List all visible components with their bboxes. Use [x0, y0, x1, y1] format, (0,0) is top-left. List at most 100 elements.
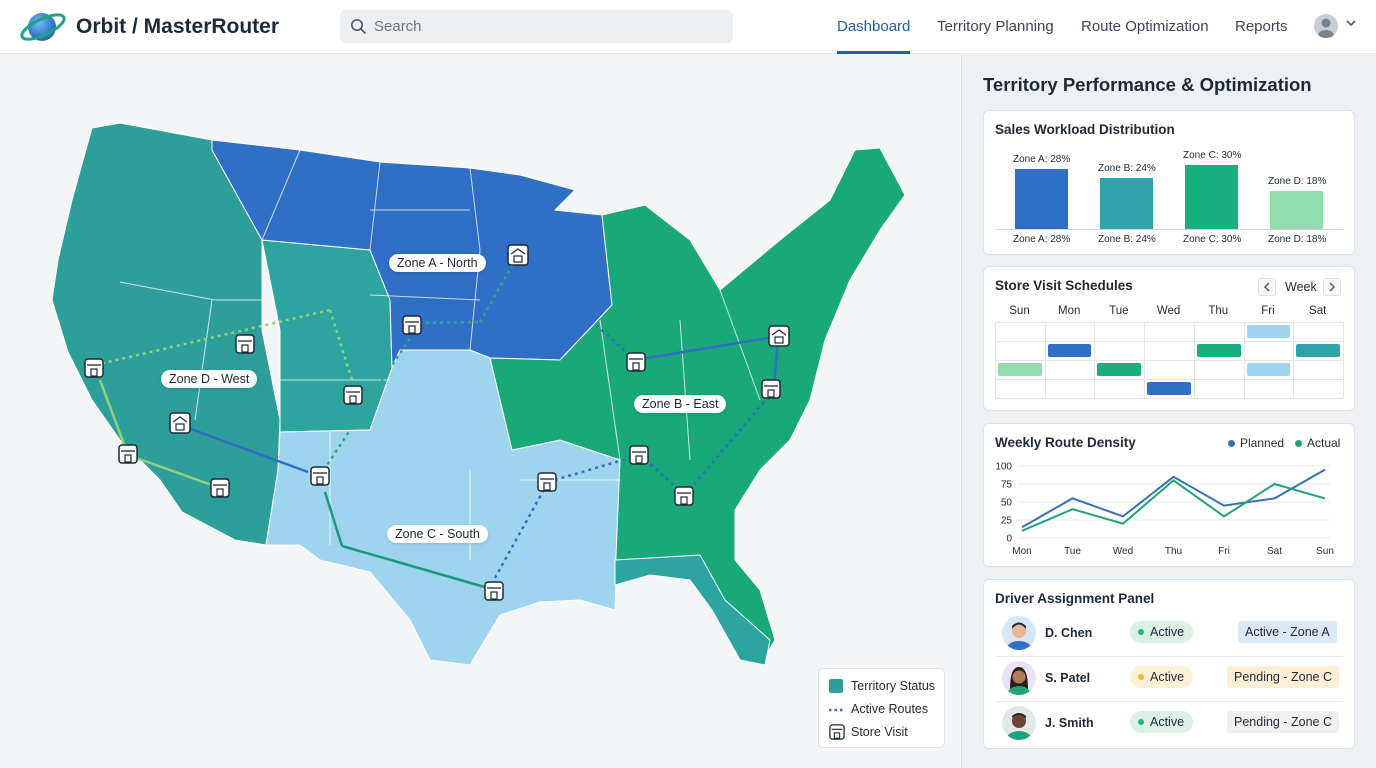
- schedule-day-header: Thu: [1208, 305, 1229, 317]
- schedule-day-header: Sat: [1309, 305, 1327, 317]
- status-dot-icon: [1138, 674, 1144, 680]
- grid-line: [1343, 322, 1344, 398]
- driver-avatar: [1002, 616, 1036, 650]
- x-tick-label: Thu: [1165, 546, 1182, 557]
- nav-territory-planning[interactable]: Territory Planning: [937, 18, 1054, 35]
- workload-chart: Zone A: 28% Zone A: 28% Zone B: 24% Zone B:…: [984, 111, 1354, 254]
- dotted-route-icon: [829, 708, 845, 712]
- us-map-svg[interactable]: [0, 55, 960, 768]
- warehouse-icon: [507, 244, 529, 266]
- store-icon: [829, 724, 845, 740]
- schedule-day-header: Sun: [1009, 305, 1030, 317]
- grid-line: [995, 322, 996, 398]
- territory-swatch-icon: [829, 679, 843, 693]
- driver-name: S. Patel: [1045, 671, 1091, 685]
- driver-title: Driver Assignment Panel: [995, 591, 1155, 606]
- store-icon: [761, 379, 781, 399]
- x-tick-label: Sun: [1316, 546, 1334, 557]
- workload-bar[interactable]: [1015, 169, 1068, 229]
- grid-line: [995, 360, 1343, 361]
- state-borders: [119, 149, 761, 560]
- store-icon: [118, 444, 138, 464]
- visit-block[interactable]: [998, 363, 1042, 376]
- territory-map[interactable]: Zone A - North Zone B - East Zone C - So…: [0, 55, 960, 768]
- grid-line: [995, 398, 1343, 399]
- workload-card: Sales Workload Distribution Zone A: 28% Z…: [983, 110, 1355, 255]
- visit-block[interactable]: [1047, 344, 1092, 357]
- orbit-logo-icon[interactable]: [20, 9, 68, 45]
- chevron-left-icon: [1263, 282, 1270, 292]
- map-legend: Territory Status Active Routes Store Vis…: [818, 668, 945, 748]
- store-icon: [402, 315, 422, 335]
- store-icon: [210, 478, 230, 498]
- grid-line: [1193, 322, 1195, 398]
- y-tick-label: 75: [1001, 480, 1013, 491]
- schedule-card: Store Visit Schedules Week Sun Mon Tue Wed T…: [983, 266, 1355, 411]
- nav-reports[interactable]: Reports: [1235, 18, 1288, 35]
- store-icon: [235, 334, 255, 354]
- search-placeholder: Search: [374, 18, 422, 35]
- driver-assignment-badge[interactable]: Pending - Zone C: [1227, 711, 1339, 733]
- y-tick-label: 25: [1001, 516, 1013, 527]
- actual-legend-dot: [1295, 440, 1302, 447]
- zone-d-central-region: [261, 239, 393, 433]
- visit-block[interactable]: [1196, 344, 1241, 357]
- driver-name: D. Chen: [1045, 626, 1093, 640]
- workload-bar[interactable]: [1100, 177, 1153, 229]
- user-icon: [1318, 18, 1334, 38]
- driver-assignment-badge[interactable]: Pending - Zone C: [1227, 666, 1339, 688]
- series-line-planned[interactable]: [1021, 468, 1326, 529]
- driver-assignment-badge[interactable]: Active - Zone A: [1238, 621, 1337, 643]
- driver-divider: [996, 656, 1343, 657]
- workload-bar[interactable]: [1270, 190, 1323, 229]
- zone-a-label[interactable]: Zone A - North: [389, 254, 486, 272]
- warehouse-icon: [768, 325, 790, 347]
- grid-line: [1094, 322, 1096, 398]
- nav-dashboard[interactable]: Dashboard: [837, 18, 911, 35]
- driver-status-pill: Active: [1130, 666, 1193, 688]
- panel-title: Territory Performance & Optimization: [983, 74, 1312, 95]
- zone-b-label[interactable]: Zone B - East: [634, 395, 727, 413]
- driver-divider: [996, 701, 1343, 702]
- store-icon: [629, 445, 649, 465]
- driver-row[interactable]: J. Smith Active Pending - Zone C: [984, 701, 1354, 745]
- x-tick-label: Mon: [1012, 546, 1031, 557]
- grid-line: [1293, 322, 1295, 398]
- planned-legend-label: Planned: [1240, 436, 1285, 450]
- route-density-chart[interactable]: 0 25 50 75 100 Mon Tue Wed Thu Fri Sat Sun: [984, 424, 1354, 566]
- schedule-day-header: Wed: [1156, 305, 1181, 317]
- warehouse-icon: [169, 412, 191, 434]
- search-icon: [351, 19, 366, 34]
- workload-baseline: [996, 229, 1343, 230]
- grid-line: [995, 341, 1343, 342]
- x-tick-label: Tue: [1064, 546, 1081, 557]
- bar-category-label: Zone A: 28%: [1013, 234, 1071, 245]
- zone-d-label[interactable]: Zone D - West: [161, 370, 258, 388]
- store-icon: [484, 581, 504, 601]
- visit-block[interactable]: [1246, 325, 1291, 338]
- next-week-button[interactable]: [1323, 278, 1341, 296]
- workload-bar[interactable]: [1185, 165, 1238, 229]
- prev-week-button[interactable]: [1258, 278, 1276, 296]
- visit-block[interactable]: [1296, 344, 1340, 357]
- status-dot-icon: [1138, 629, 1144, 635]
- nav-route-optimization[interactable]: Route Optimization: [1081, 18, 1209, 35]
- grid-line: [1243, 322, 1245, 398]
- visit-block[interactable]: [1246, 363, 1291, 376]
- search-input[interactable]: Search: [340, 10, 733, 43]
- bar-value-label: Zone A: 28%: [1013, 154, 1071, 166]
- visit-block[interactable]: [1097, 363, 1142, 376]
- store-icon: [537, 472, 557, 492]
- schedule-grid[interactable]: [995, 322, 1344, 399]
- driver-row[interactable]: D. Chen Active Active - Zone A: [984, 611, 1354, 655]
- zone-c-label[interactable]: Zone C - South: [387, 525, 488, 543]
- driver-row[interactable]: S. Patel Active Pending - Zone C: [984, 656, 1354, 700]
- app-brand[interactable]: Orbit / MasterRouter: [76, 15, 280, 38]
- y-tick-label: 0: [1006, 534, 1012, 545]
- user-avatar[interactable]: [1314, 14, 1338, 38]
- actual-legend-label: Actual: [1307, 436, 1341, 450]
- series-line-actual[interactable]: [1021, 479, 1326, 532]
- chevron-down-icon[interactable]: [1345, 17, 1357, 29]
- visit-block[interactable]: [1147, 382, 1191, 395]
- workload-title: Sales Workload Distribution: [995, 122, 1175, 137]
